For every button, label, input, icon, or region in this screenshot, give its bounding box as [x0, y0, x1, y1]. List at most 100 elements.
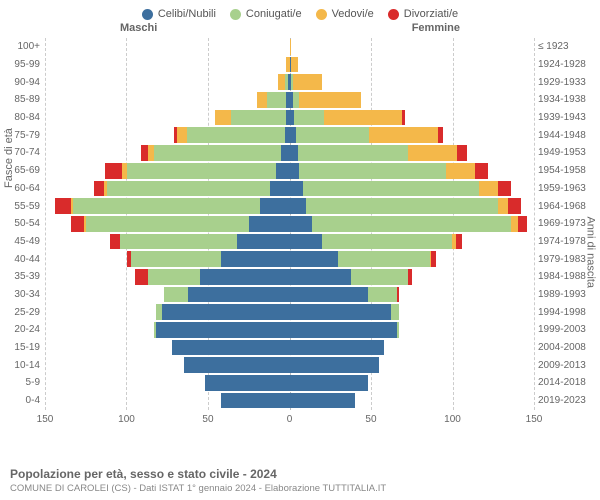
legend-item: Coniugati/e [230, 8, 302, 20]
bar-segment [221, 251, 289, 267]
age-label: 10-14 [0, 360, 40, 371]
pyramid-row: 60-641959-1963 [45, 180, 534, 198]
year-label: 1939-1943 [538, 112, 600, 123]
bar-segment [164, 287, 188, 303]
age-label: 65-69 [0, 165, 40, 176]
bar-container [45, 340, 534, 356]
year-label: 2004-2008 [538, 342, 600, 353]
bar-male [45, 287, 290, 303]
bar-segment [299, 92, 361, 108]
bar-female [290, 340, 535, 356]
chart-area: Fasce di età Anni di nascita 100+≤ 19239… [0, 38, 600, 432]
age-label: 75-79 [0, 130, 40, 141]
bar-male [45, 74, 290, 90]
year-label: 1984-1988 [538, 271, 600, 282]
pyramid-row: 70-741949-1953 [45, 144, 534, 162]
bar-segment [221, 393, 289, 409]
bar-container [45, 145, 534, 161]
bar-female [290, 163, 535, 179]
bar-segment [290, 393, 355, 409]
bar-container [45, 74, 534, 90]
legend-item: Celibi/Nubili [142, 8, 216, 20]
bar-segment [187, 127, 285, 143]
header-female: Femmine [412, 22, 460, 34]
bar-segment [298, 145, 409, 161]
year-label: 1989-1993 [538, 289, 600, 300]
bar-female [290, 287, 535, 303]
bar-segment [408, 145, 457, 161]
bar-segment [270, 181, 290, 197]
bar-container [45, 216, 534, 232]
gender-headers: Maschi Femmine [0, 22, 600, 38]
bar-container [45, 304, 534, 320]
pyramid-row: 85-891934-1938 [45, 91, 534, 109]
bar-container [45, 322, 534, 338]
bar-segment [408, 269, 411, 285]
bar-segment [154, 145, 281, 161]
year-label: 2009-2013 [538, 360, 600, 371]
age-label: 100+ [0, 41, 40, 52]
bar-female [290, 92, 535, 108]
year-label: 2014-2018 [538, 377, 600, 388]
age-label: 5-9 [0, 377, 40, 388]
bar-container [45, 234, 534, 250]
bar-segment [291, 57, 298, 73]
x-tick-label: 100 [444, 414, 461, 425]
pyramid-row: 65-691954-1958 [45, 162, 534, 180]
gridline [534, 38, 535, 410]
age-label: 70-74 [0, 147, 40, 158]
pyramid-row: 15-192004-2008 [45, 339, 534, 357]
age-label: 25-29 [0, 307, 40, 318]
bar-segment [215, 110, 231, 126]
bar-male [45, 127, 290, 143]
bar-segment [290, 340, 385, 356]
bar-segment [290, 181, 303, 197]
pyramid-row: 80-841939-1943 [45, 109, 534, 127]
bar-segment [290, 322, 398, 338]
bar-container [45, 181, 534, 197]
bar-male [45, 145, 290, 161]
bar-segment [200, 269, 290, 285]
bar-segment [368, 287, 397, 303]
year-label: 1934-1938 [538, 94, 600, 105]
bar-segment [290, 163, 300, 179]
year-label: 1964-1968 [538, 201, 600, 212]
bar-segment [290, 304, 391, 320]
bar-male [45, 216, 290, 232]
bar-female [290, 304, 535, 320]
legend-item: Divorziati/e [388, 8, 458, 20]
age-label: 90-94 [0, 77, 40, 88]
bar-female [290, 269, 535, 285]
age-label: 20-24 [0, 324, 40, 335]
legend-dot [230, 9, 241, 20]
bar-female [290, 375, 535, 391]
bar-segment [188, 287, 289, 303]
bar-segment [148, 269, 200, 285]
pyramid-row: 30-341989-1993 [45, 286, 534, 304]
bar-male [45, 198, 290, 214]
bar-segment [290, 287, 368, 303]
year-label: 1999-2003 [538, 324, 600, 335]
legend-label: Coniugati/e [246, 8, 302, 20]
year-label: 1949-1953 [538, 147, 600, 158]
bar-segment [120, 234, 237, 250]
bar-segment [107, 181, 270, 197]
age-label: 50-54 [0, 218, 40, 229]
bar-female [290, 251, 535, 267]
bar-segment [73, 198, 260, 214]
x-tick-label: 150 [37, 414, 54, 425]
year-label: ≤ 1923 [538, 41, 600, 52]
bar-male [45, 251, 290, 267]
bar-segment [290, 198, 306, 214]
bar-female [290, 110, 535, 126]
legend-dot [142, 9, 153, 20]
bar-male [45, 357, 290, 373]
pyramid-row: 40-441979-1983 [45, 250, 534, 268]
year-label: 1959-1963 [538, 183, 600, 194]
bar-female [290, 322, 535, 338]
bar-segment [306, 198, 498, 214]
bar-female [290, 198, 535, 214]
pyramid-row: 25-291994-1998 [45, 303, 534, 321]
bar-container [45, 163, 534, 179]
pyramid-row: 75-791944-1948 [45, 126, 534, 144]
